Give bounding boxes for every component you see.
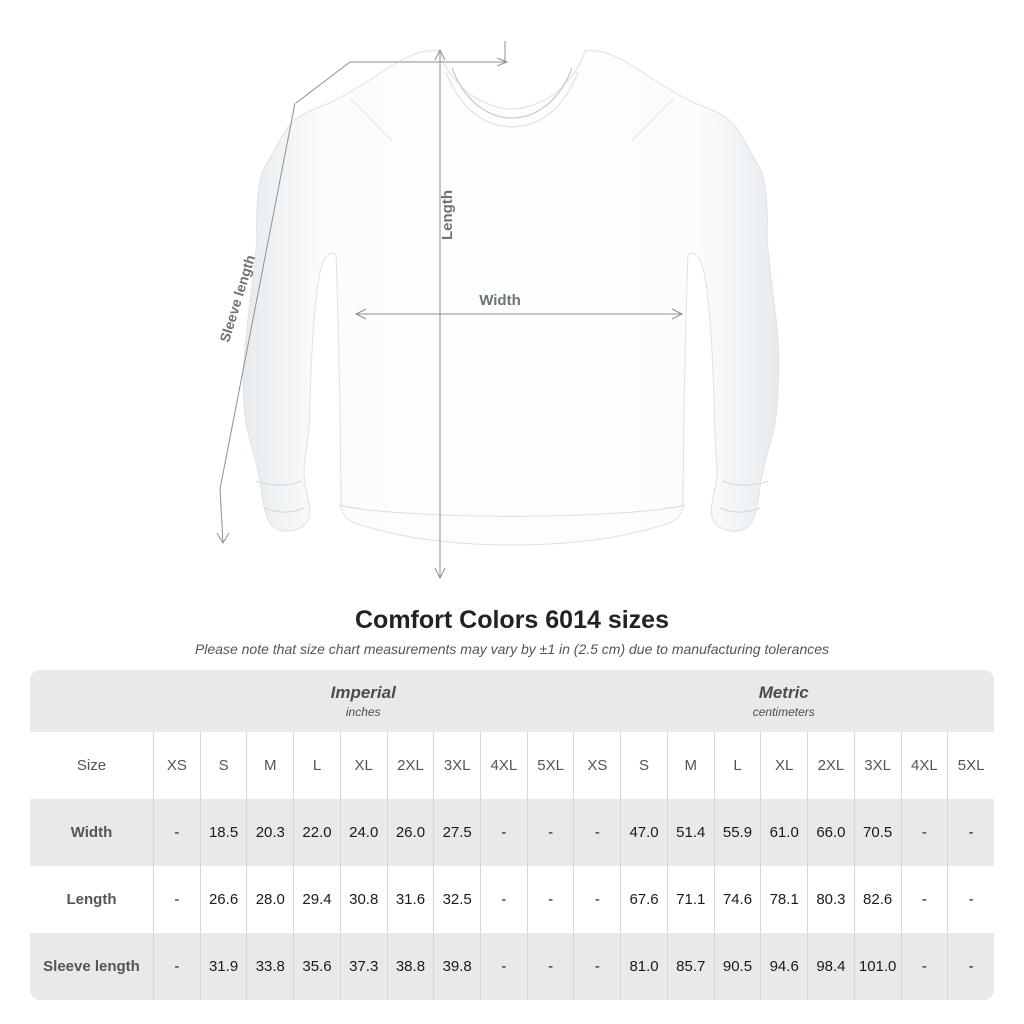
svg-text:Width: Width bbox=[479, 292, 521, 309]
svg-text:Length: Length bbox=[439, 190, 456, 240]
